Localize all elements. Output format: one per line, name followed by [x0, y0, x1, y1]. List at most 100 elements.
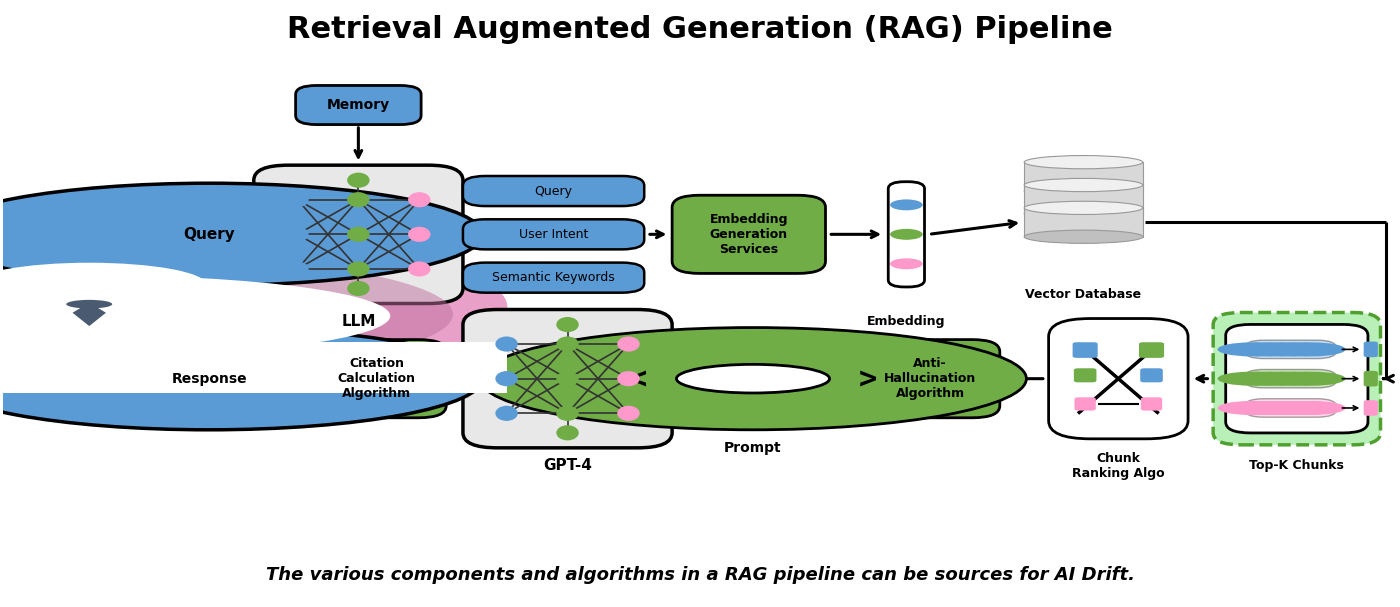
Ellipse shape — [1218, 371, 1285, 385]
Ellipse shape — [1278, 371, 1345, 385]
Ellipse shape — [480, 328, 1026, 430]
Text: <: < — [629, 364, 647, 393]
FancyBboxPatch shape — [1140, 342, 1163, 358]
Text: Prompt: Prompt — [724, 441, 781, 455]
FancyBboxPatch shape — [1364, 371, 1378, 387]
Text: Top-K Chunks: Top-K Chunks — [1249, 459, 1344, 472]
Ellipse shape — [1025, 178, 1142, 192]
Ellipse shape — [1218, 342, 1285, 356]
Text: Query: Query — [183, 227, 235, 242]
FancyBboxPatch shape — [1364, 342, 1378, 358]
Text: Embedding: Embedding — [867, 315, 945, 328]
Ellipse shape — [617, 405, 640, 421]
Ellipse shape — [0, 256, 454, 373]
Ellipse shape — [407, 227, 431, 242]
FancyBboxPatch shape — [1364, 400, 1378, 416]
Ellipse shape — [1025, 155, 1142, 169]
FancyBboxPatch shape — [1025, 208, 1142, 237]
Ellipse shape — [890, 199, 923, 211]
Ellipse shape — [1242, 342, 1309, 356]
Ellipse shape — [347, 262, 370, 277]
Ellipse shape — [1025, 185, 1142, 198]
FancyBboxPatch shape — [463, 263, 644, 293]
Text: GPT-4: GPT-4 — [543, 458, 592, 473]
Text: Query: Query — [535, 185, 573, 197]
FancyBboxPatch shape — [295, 86, 421, 124]
Ellipse shape — [407, 192, 431, 207]
Ellipse shape — [1254, 342, 1322, 356]
Ellipse shape — [617, 336, 640, 351]
Ellipse shape — [1025, 207, 1142, 220]
FancyBboxPatch shape — [1214, 313, 1380, 445]
Text: Anti-
Hallucination
Algorithm: Anti- Hallucination Algorithm — [883, 357, 976, 400]
FancyBboxPatch shape — [463, 310, 672, 448]
Ellipse shape — [1278, 342, 1345, 356]
Ellipse shape — [1229, 342, 1298, 356]
FancyBboxPatch shape — [0, 342, 507, 393]
Text: Retrieval Augmented Generation (RAG) Pipeline: Retrieval Augmented Generation (RAG) Pip… — [287, 15, 1113, 44]
FancyBboxPatch shape — [1141, 398, 1162, 410]
FancyBboxPatch shape — [1245, 399, 1337, 417]
Ellipse shape — [1025, 202, 1142, 214]
Ellipse shape — [1229, 371, 1298, 385]
Ellipse shape — [1242, 401, 1309, 415]
Ellipse shape — [347, 227, 370, 242]
Ellipse shape — [0, 275, 391, 356]
Ellipse shape — [1278, 401, 1345, 415]
Ellipse shape — [286, 227, 308, 242]
Ellipse shape — [0, 263, 206, 307]
FancyBboxPatch shape — [1226, 324, 1368, 433]
Ellipse shape — [0, 228, 507, 385]
FancyBboxPatch shape — [672, 195, 826, 273]
Ellipse shape — [286, 262, 308, 277]
FancyBboxPatch shape — [307, 339, 447, 418]
Text: User Intent: User Intent — [519, 228, 588, 241]
Ellipse shape — [0, 328, 483, 430]
FancyBboxPatch shape — [463, 176, 644, 206]
FancyBboxPatch shape — [463, 219, 644, 249]
Ellipse shape — [1025, 230, 1142, 243]
Ellipse shape — [496, 371, 518, 386]
FancyBboxPatch shape — [861, 339, 1000, 418]
Text: Citation
Calculation
Algorithm: Citation Calculation Algorithm — [337, 357, 416, 400]
Ellipse shape — [890, 259, 923, 270]
Ellipse shape — [1266, 342, 1333, 356]
Ellipse shape — [407, 262, 431, 277]
Ellipse shape — [1229, 401, 1298, 415]
Ellipse shape — [1242, 371, 1309, 385]
FancyBboxPatch shape — [888, 181, 924, 287]
Text: >: > — [858, 364, 876, 393]
Ellipse shape — [1266, 401, 1333, 415]
Text: Semantic Keywords: Semantic Keywords — [493, 271, 615, 284]
Ellipse shape — [347, 281, 370, 296]
Ellipse shape — [0, 183, 483, 285]
Ellipse shape — [556, 336, 578, 351]
Ellipse shape — [66, 300, 112, 308]
Ellipse shape — [1266, 371, 1333, 385]
FancyBboxPatch shape — [1074, 368, 1096, 382]
Ellipse shape — [676, 364, 830, 393]
FancyBboxPatch shape — [1072, 342, 1098, 358]
FancyBboxPatch shape — [1025, 185, 1142, 214]
Ellipse shape — [347, 192, 370, 207]
Ellipse shape — [496, 336, 518, 351]
Ellipse shape — [556, 405, 578, 421]
FancyBboxPatch shape — [253, 165, 463, 304]
Text: Response: Response — [171, 371, 246, 385]
Text: The various components and algorithms in a RAG pipeline can be sources for AI Dr: The various components and algorithms in… — [266, 566, 1134, 585]
Ellipse shape — [556, 371, 578, 386]
Text: Memory: Memory — [326, 98, 391, 112]
FancyBboxPatch shape — [1140, 368, 1163, 382]
FancyBboxPatch shape — [1025, 162, 1142, 191]
Polygon shape — [73, 303, 106, 326]
Ellipse shape — [1218, 401, 1285, 415]
Ellipse shape — [1254, 371, 1322, 385]
Text: Embedding
Generation
Services: Embedding Generation Services — [710, 213, 788, 256]
Text: LLM: LLM — [342, 314, 375, 329]
Text: Chunk
Ranking Algo: Chunk Ranking Algo — [1072, 452, 1165, 480]
Ellipse shape — [347, 172, 370, 188]
FancyBboxPatch shape — [1049, 319, 1189, 439]
FancyBboxPatch shape — [1245, 340, 1337, 359]
FancyBboxPatch shape — [1074, 398, 1096, 410]
Ellipse shape — [556, 317, 578, 332]
